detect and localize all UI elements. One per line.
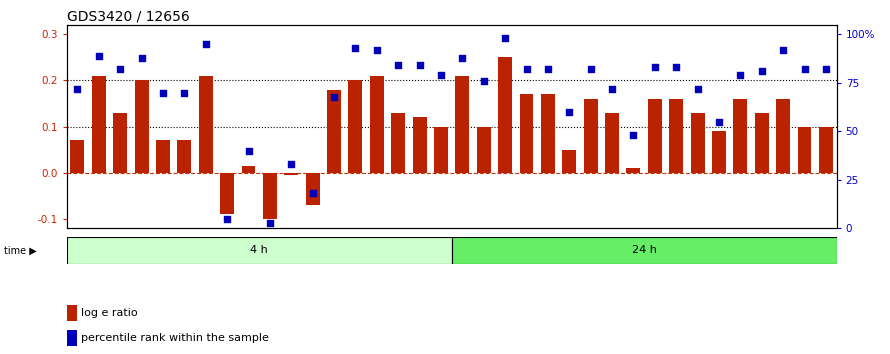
Bar <box>605 113 619 173</box>
Point <box>776 47 790 53</box>
Bar <box>198 76 213 173</box>
Point <box>477 78 491 84</box>
Bar <box>67 305 77 321</box>
Bar <box>156 141 170 173</box>
Bar <box>70 141 85 173</box>
Point <box>305 190 320 196</box>
Point <box>456 55 470 61</box>
Point <box>70 86 85 92</box>
Bar <box>113 113 127 173</box>
Point <box>241 148 255 154</box>
Bar <box>177 141 191 173</box>
Point <box>412 63 426 68</box>
Bar <box>413 117 426 173</box>
Point <box>369 47 384 53</box>
Point <box>134 55 149 61</box>
Bar <box>691 113 705 173</box>
Bar <box>263 173 277 219</box>
Text: log e ratio: log e ratio <box>81 308 138 318</box>
Bar <box>498 57 512 173</box>
Point <box>263 220 277 225</box>
Point <box>733 72 748 78</box>
Text: percentile rank within the sample: percentile rank within the sample <box>81 332 269 343</box>
Bar <box>755 113 769 173</box>
Bar <box>733 99 748 173</box>
Point <box>284 161 298 167</box>
Point <box>669 64 684 70</box>
Point <box>113 67 127 72</box>
Point <box>755 68 769 74</box>
Bar <box>541 94 554 173</box>
Point <box>220 216 234 222</box>
Bar <box>220 173 234 215</box>
Text: 4 h: 4 h <box>250 245 268 256</box>
Point <box>433 72 448 78</box>
Bar <box>392 113 405 173</box>
Bar <box>134 80 149 173</box>
Bar <box>456 76 469 173</box>
Bar <box>284 173 298 175</box>
Bar <box>349 80 362 173</box>
Bar <box>477 127 490 173</box>
Text: time ▶: time ▶ <box>4 246 37 256</box>
Point <box>584 67 598 72</box>
Point <box>797 67 812 72</box>
Point <box>498 35 513 41</box>
Bar <box>370 76 384 173</box>
Point <box>92 53 106 59</box>
Point <box>819 67 833 72</box>
Point <box>605 86 619 92</box>
Point <box>391 63 405 68</box>
Bar <box>584 99 597 173</box>
Bar <box>434 127 448 173</box>
Point <box>177 90 191 96</box>
Bar <box>451 237 837 264</box>
Text: 24 h: 24 h <box>632 245 657 256</box>
Bar <box>92 76 106 173</box>
Point <box>627 132 641 138</box>
Bar <box>627 168 641 173</box>
Bar <box>776 99 790 173</box>
Text: GDS3420 / 12656: GDS3420 / 12656 <box>67 10 190 24</box>
Bar <box>562 150 576 173</box>
Bar <box>241 166 255 173</box>
Bar <box>819 127 833 173</box>
Bar <box>306 173 320 205</box>
Point <box>648 64 662 70</box>
Bar <box>797 127 812 173</box>
Bar <box>520 94 533 173</box>
Bar <box>712 131 726 173</box>
Point <box>348 45 362 51</box>
Point <box>691 86 705 92</box>
Point <box>520 67 534 72</box>
Point <box>562 109 577 115</box>
Point <box>198 41 213 47</box>
Bar <box>67 330 77 346</box>
Bar <box>648 99 662 173</box>
Point <box>156 90 170 96</box>
Bar <box>328 90 341 173</box>
Point <box>712 119 726 125</box>
Bar <box>67 237 451 264</box>
Point <box>541 67 555 72</box>
Point <box>327 94 341 99</box>
Bar <box>669 99 684 173</box>
